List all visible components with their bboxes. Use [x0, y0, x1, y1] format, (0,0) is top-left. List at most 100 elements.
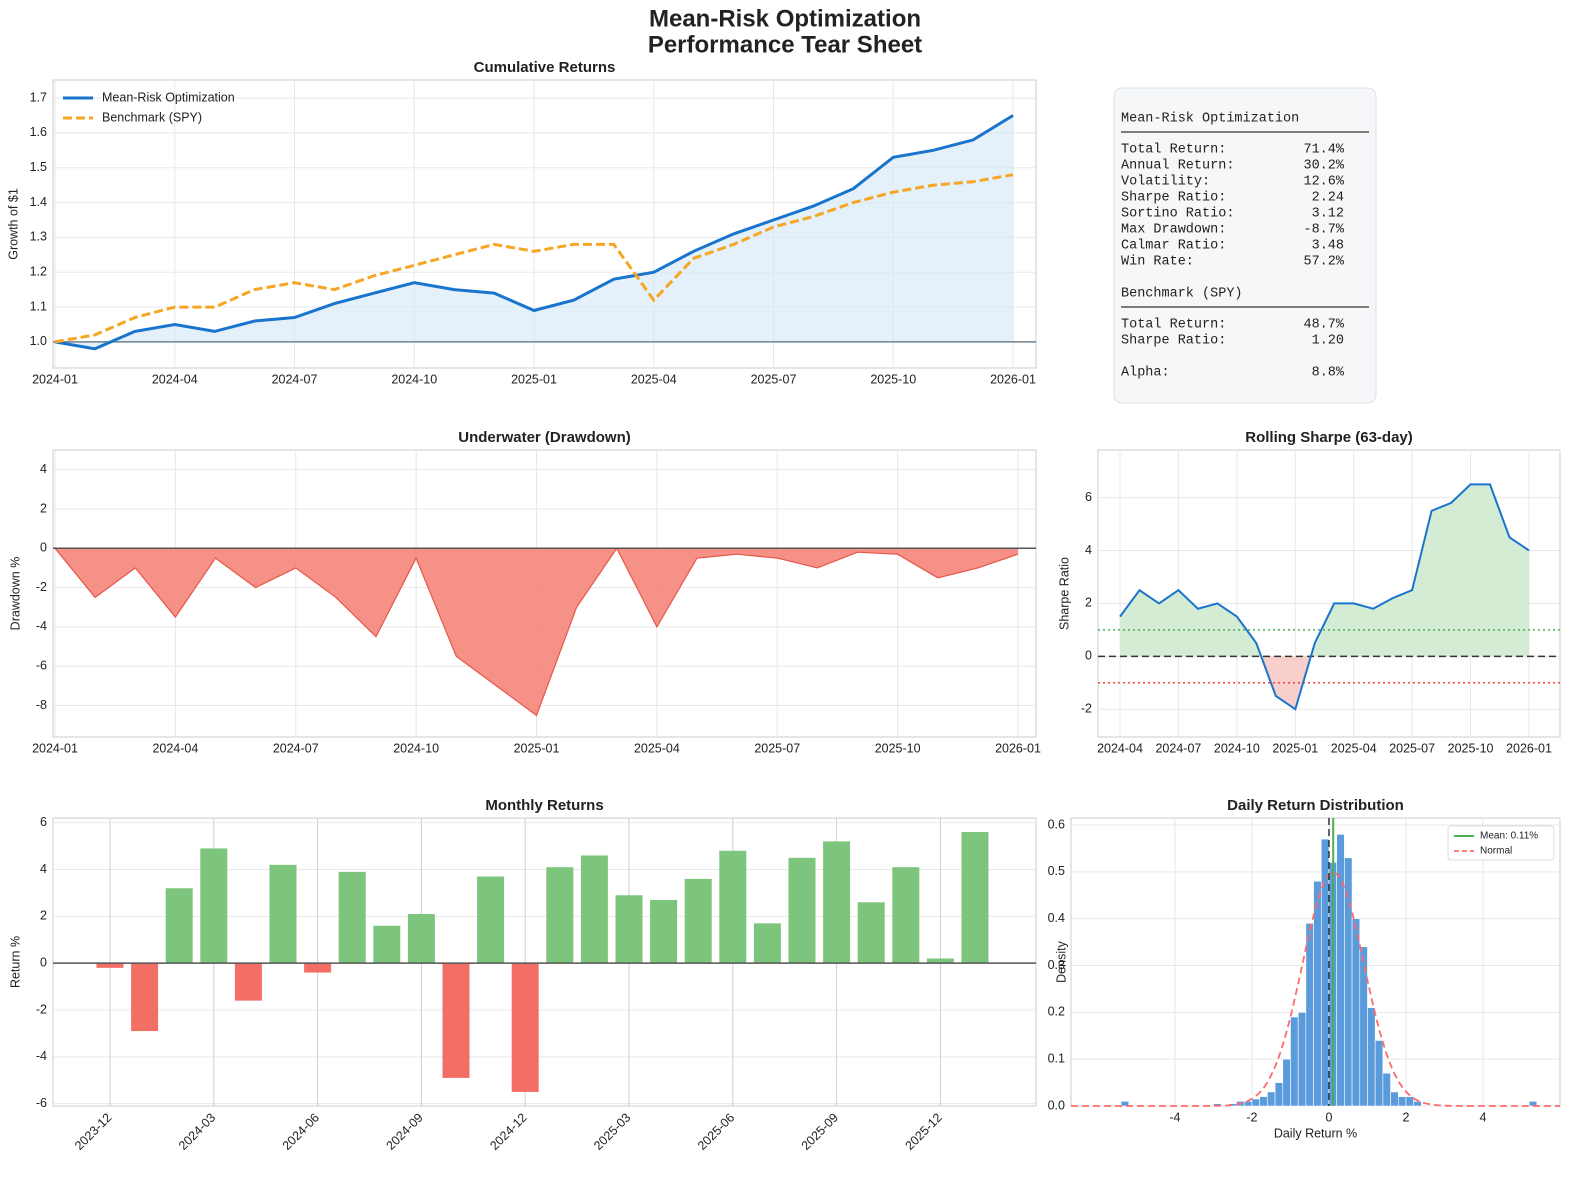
y-tick-label: 6: [1085, 490, 1092, 504]
x-tick-label: 2024-06: [280, 1111, 322, 1153]
y-tick-label: -8: [36, 698, 47, 712]
histogram-bar: [1290, 1016, 1299, 1107]
y-axis-label: Growth of $1: [6, 188, 20, 260]
positive-fill: [1120, 484, 1529, 657]
suptitle: Mean-Risk Optimization: [649, 5, 921, 32]
x-tick-label: 2026-01: [990, 372, 1036, 386]
bar: [961, 832, 989, 964]
stats-value: 8.8%: [1312, 366, 1345, 381]
bar: [269, 864, 297, 964]
bar: [650, 899, 678, 964]
y-tick-label: 0.0: [1048, 1098, 1065, 1112]
x-tick-label: -2: [1246, 1110, 1257, 1124]
x-tick-label: 2024-03: [176, 1111, 218, 1153]
suptitle: Performance Tear Sheet: [648, 31, 922, 58]
histogram-bar: [1313, 880, 1322, 1107]
x-tick-label: 2: [1403, 1110, 1410, 1124]
x-tick-label: 2025-04: [1331, 741, 1377, 755]
x-tick-label: 2025-03: [591, 1111, 633, 1153]
x-tick-label: 2025-07: [751, 372, 797, 386]
bar: [684, 878, 712, 964]
histogram-bar: [1274, 1082, 1284, 1107]
histogram-bar: [1413, 1101, 1422, 1107]
y-axis-label: Sharpe Ratio: [1057, 557, 1071, 630]
bar: [442, 963, 470, 1078]
bar: [580, 855, 608, 964]
bar: [131, 963, 159, 1032]
bar: [96, 963, 124, 968]
bar: [338, 871, 366, 964]
x-tick-label: 2024-10: [1214, 741, 1260, 755]
y-tick-label: 0: [1085, 649, 1092, 663]
stats-value: 57.2%: [1303, 255, 1344, 270]
legend-label: Mean: 0.11%: [1480, 831, 1538, 842]
x-tick-label: 2024-01: [32, 741, 78, 755]
bar: [234, 963, 262, 1001]
y-tick-label: 0.4: [1048, 911, 1065, 925]
stats-value: 2.24: [1312, 191, 1344, 206]
bar: [546, 867, 574, 964]
stats-label: Sharpe Ratio:: [1121, 191, 1226, 206]
x-tick-label: 2025-07: [1389, 741, 1435, 755]
stats-value: 3.48: [1312, 239, 1344, 254]
histogram-bar: [1282, 1058, 1291, 1107]
histogram-bar: [1390, 1091, 1399, 1107]
y-tick-label: 4: [40, 462, 47, 476]
stats-label: Total Return:: [1121, 318, 1226, 333]
y-tick-label: -6: [36, 1096, 47, 1110]
y-tick-label: 1.7: [30, 90, 47, 104]
y-tick-label: 4: [1085, 543, 1092, 557]
bar: [615, 895, 643, 964]
histogram-bar: [1320, 838, 1330, 1107]
y-tick-label: 2: [40, 501, 47, 515]
bar: [304, 963, 332, 973]
bar: [200, 848, 228, 964]
y-tick-label: -2: [36, 580, 47, 594]
series-line: [1119, 483, 1530, 711]
y-tick-label: 2: [1085, 596, 1092, 610]
histogram-bar: [1374, 1040, 1384, 1107]
y-tick-label: 0.1: [1048, 1051, 1065, 1065]
x-tick-label: -4: [1169, 1110, 1180, 1124]
stats-box: [1113, 87, 1377, 404]
stats-value: 71.4%: [1303, 143, 1344, 158]
stats-value: -8.7%: [1303, 223, 1344, 238]
drawdown-area: [55, 548, 1018, 716]
stats-heading: Benchmark (SPY): [1121, 287, 1243, 302]
histogram-bar: [1359, 946, 1368, 1107]
y-tick-label: -2: [36, 1002, 47, 1016]
y-tick-label: 0.5: [1048, 864, 1065, 878]
stats-heading: Mean-Risk Optimization: [1121, 112, 1299, 127]
x-tick-label: 2025-01: [1272, 741, 1318, 755]
y-axis-label: Density: [1054, 940, 1068, 982]
y-tick-label: 1.1: [30, 299, 47, 313]
histogram-bar: [1267, 1091, 1276, 1107]
x-tick-label: 2025-04: [631, 372, 677, 386]
x-tick-label: 2024-04: [1097, 741, 1143, 755]
bar: [892, 867, 920, 964]
histogram-bar: [1367, 1007, 1376, 1107]
x-tick-label: 2024-01: [32, 372, 78, 386]
histogram-bar: [1351, 918, 1361, 1107]
x-tick-label: 2024-07: [1155, 741, 1201, 755]
x-tick-label: 2025-06: [695, 1111, 737, 1153]
y-axis-label: Drawdown %: [8, 557, 22, 631]
stats-value: 1.20: [1312, 334, 1344, 349]
stats-label: Total Return:: [1121, 143, 1226, 158]
y-tick-label: 1.5: [30, 160, 47, 174]
x-tick-label: 2024-09: [384, 1111, 426, 1153]
bar: [788, 857, 816, 964]
bar: [926, 958, 954, 964]
x-tick-label: 2024-07: [273, 741, 319, 755]
x-tick-label: 2025-10: [875, 741, 921, 755]
x-axis-label: Daily Return %: [1274, 1126, 1357, 1140]
x-tick-label: 2024-07: [272, 372, 318, 386]
histogram-bar: [1297, 1012, 1307, 1107]
x-tick-label: 2024-10: [393, 741, 439, 755]
y-tick-label: 1.3: [30, 230, 47, 244]
bar: [477, 876, 505, 964]
stats-label: Sortino Ratio:: [1121, 207, 1234, 222]
legend-label: Mean-Risk Optimization: [102, 90, 235, 104]
stats-label: Alpha:: [1121, 366, 1170, 381]
